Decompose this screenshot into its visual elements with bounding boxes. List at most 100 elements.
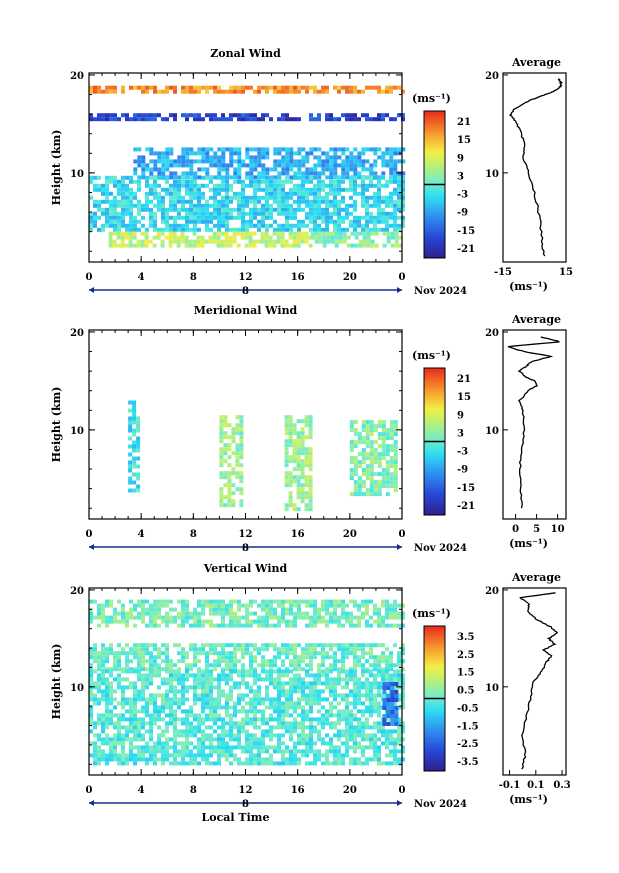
heatmap-cell (89, 655, 93, 660)
heatmap-cell (365, 211, 369, 216)
heatmap-cell (192, 231, 197, 236)
heatmap-cell (219, 503, 224, 508)
y-axis-label: Height (km) (50, 387, 63, 463)
heatmap-cell (101, 737, 105, 742)
heatmap-cell (381, 215, 385, 220)
heatmap-cell (125, 729, 129, 734)
heatmap-cell (341, 741, 345, 746)
heatmap-cell (253, 725, 257, 730)
heatmap-cell (285, 651, 289, 656)
heatmap-cell (109, 721, 113, 726)
heatmap-cell (113, 745, 117, 750)
heatmap-cell (133, 713, 137, 718)
heatmap-cell (329, 643, 333, 648)
heatmap-cell (257, 697, 261, 702)
heatmap-cell (165, 151, 170, 156)
heatmap-cell (253, 673, 257, 678)
heatmap-cell (149, 677, 153, 682)
heatmap-cell (173, 159, 178, 164)
heatmap-cell (361, 191, 365, 196)
heatmap-cell (329, 117, 333, 122)
heatmap-cell (353, 615, 357, 620)
heatmap-cell (393, 615, 397, 620)
heatmap-cell (140, 243, 145, 248)
heatmap-cell (205, 693, 209, 698)
heatmap-cell (217, 717, 221, 722)
heatmap-cell (105, 737, 109, 742)
heatmap-cell (349, 643, 353, 648)
heatmap-cell (217, 737, 221, 742)
heatmap-cell (393, 207, 397, 212)
heatmap-cell (101, 643, 105, 648)
heatmap-cell (277, 85, 281, 90)
heatmap-cell (205, 663, 209, 668)
heatmap-cell (373, 215, 377, 220)
heatmap-cell (345, 85, 349, 90)
heatmap-cell (149, 643, 153, 648)
heatmap-cell (301, 753, 305, 758)
heatmap-cell (124, 235, 129, 240)
heatmap-cell (217, 219, 221, 224)
heatmap-cell (125, 697, 129, 702)
heatmap-cell (349, 117, 353, 122)
heatmap-cell (205, 85, 209, 90)
heatmap-cell (321, 737, 325, 742)
heatmap-cell (281, 757, 285, 762)
heatmap-cell (333, 721, 337, 726)
heatmap-cell (337, 721, 341, 726)
heatmap-cell (93, 685, 97, 690)
heatmap-cell (401, 647, 405, 652)
heatmap-cell (381, 733, 385, 738)
heatmap-cell (300, 451, 305, 456)
heatmap-cell (233, 659, 237, 664)
heatmap-cell (241, 117, 245, 122)
heatmap-cell (325, 603, 329, 608)
heatmap-cell (89, 693, 93, 698)
heatmap-cell (239, 479, 244, 484)
heatmap-cell (277, 199, 281, 204)
heatmap-cell (261, 147, 266, 152)
heatmap-cell (353, 757, 357, 762)
heatmap-cell (181, 709, 185, 714)
heatmap-cell (277, 685, 281, 690)
heatmap-cell (181, 753, 185, 758)
heatmap-cell (201, 721, 205, 726)
heatmap-cell (165, 753, 169, 758)
heatmap-cell (229, 733, 233, 738)
heatmap-cell (393, 191, 397, 196)
heatmap-cell (285, 195, 289, 200)
heatmap-cell (394, 698, 399, 702)
heatmap-cell (229, 615, 233, 620)
heatmap-cell (105, 725, 109, 730)
heatmap-cell (265, 647, 269, 652)
heatmap-cell (385, 460, 390, 465)
heatmap-cell (205, 199, 209, 204)
heatmap-cell (365, 709, 369, 714)
heatmap-cell (337, 757, 341, 762)
heatmap-cell (185, 599, 189, 604)
heatmap-cell (281, 615, 285, 620)
heatmap-cell (136, 424, 141, 429)
heatmap-cell (308, 487, 313, 492)
heatmap-cell (345, 167, 350, 172)
heatmap-cell (141, 693, 145, 698)
heatmap-cell (317, 643, 321, 648)
heatmap-cell (157, 113, 161, 118)
heatmap-cell (281, 113, 285, 118)
heatmap-cell (141, 171, 146, 176)
heatmap-cell (97, 761, 101, 766)
heatmap-cell (281, 749, 285, 754)
heatmap-cell (241, 85, 245, 90)
heatmap-cell (225, 643, 229, 648)
heatmap-cell (213, 203, 217, 208)
heatmap-cell (333, 599, 337, 604)
heatmap-cell (361, 227, 365, 232)
heatmap-cell (249, 175, 253, 180)
heatmap-cell (165, 643, 169, 648)
heatmap-cell (321, 607, 325, 612)
heatmap-cell (165, 219, 169, 224)
heatmap-cell (284, 431, 289, 436)
heatmap-cell (393, 187, 397, 192)
heatmap-cell (89, 615, 93, 620)
heatmap-cell (333, 757, 337, 762)
